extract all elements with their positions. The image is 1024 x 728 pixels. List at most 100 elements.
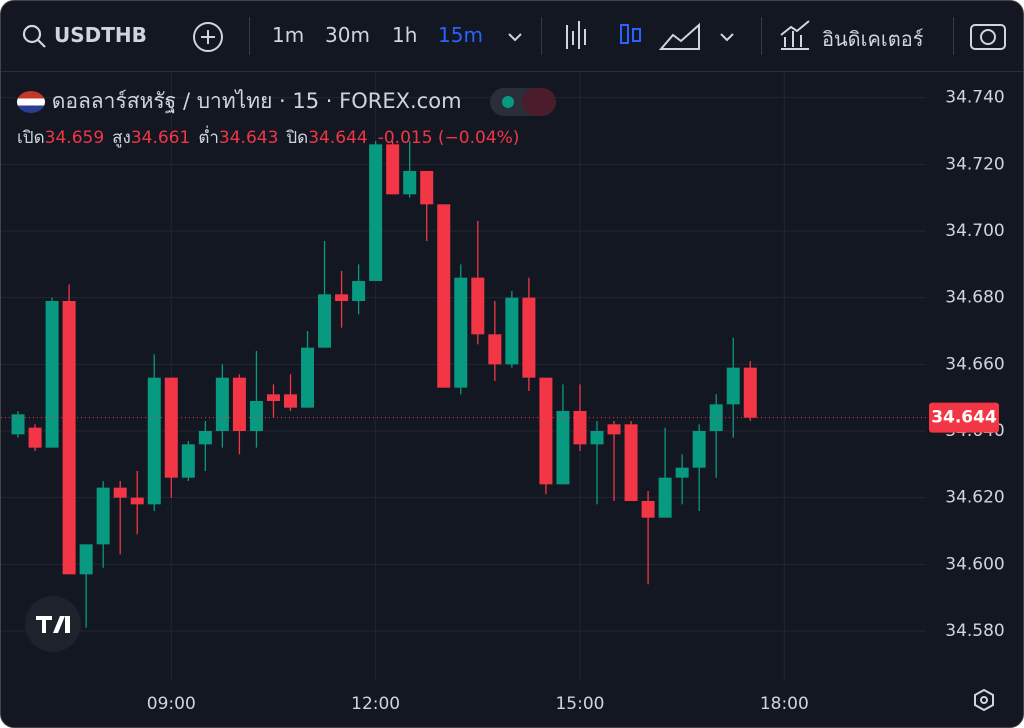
- interval[interactable]: 1m: [272, 23, 305, 47]
- ohlc: เปิด34.659 สูง34.661 ต่ำ34.643 ปิด34.644 -0.…: [17, 124, 519, 151]
- candle-body: [726, 367, 740, 405]
- price-label: 34.644: [931, 408, 997, 428]
- separator: [541, 17, 542, 55]
- search-icon[interactable]: [22, 24, 42, 44]
- candle-body: [522, 297, 536, 378]
- candle-body: [249, 401, 263, 431]
- ohlc-value: 34.643: [218, 128, 279, 148]
- change: -0.015 (−0.04%): [377, 128, 520, 148]
- candle-body: [505, 297, 519, 365]
- y-tick-label: 34.680: [945, 288, 1004, 308]
- candle-body: [386, 144, 400, 195]
- candle-body: [709, 404, 723, 431]
- candle-body: [164, 377, 178, 478]
- interval[interactable]: 15m: [438, 23, 483, 47]
- candle-body: [471, 277, 485, 335]
- candles-icon[interactable]: [620, 24, 629, 44]
- candle-body: [266, 394, 280, 401]
- y-tick-label: 34.660: [945, 354, 1004, 374]
- separator: [761, 17, 762, 55]
- add-plus: [201, 30, 215, 44]
- logo: [25, 596, 81, 652]
- candle-body: [675, 467, 689, 478]
- candle-body: [215, 377, 229, 431]
- x-tick-label: 12:00: [351, 694, 400, 714]
- series-title: ดอลลาร์สหรัฐ / บาทไทย · 15 · FOREX.com: [51, 89, 462, 113]
- settings-dot: [980, 696, 988, 704]
- ohlc-label: เปิด: [17, 128, 45, 148]
- candle-body: [420, 171, 434, 205]
- camera-icon[interactable]: [970, 24, 1006, 50]
- x-tick-label: 09:00: [147, 694, 196, 714]
- candle-body: [283, 394, 297, 408]
- settings-icon[interactable]: [974, 688, 994, 712]
- candle-body: [488, 334, 502, 365]
- status-pill[interactable]: [490, 88, 557, 116]
- chevron[interactable]: [508, 33, 522, 42]
- candle-body: [743, 367, 757, 418]
- ohlc-value: 34.661: [130, 128, 191, 148]
- candle-body: [301, 347, 315, 408]
- x-tick-label: 15:00: [555, 694, 604, 714]
- y-tick-label: 34.620: [945, 488, 1004, 508]
- interval[interactable]: 1h: [392, 23, 418, 47]
- candle-body: [232, 377, 246, 431]
- toolbar: USDTHB อินดิเคเตอร์ 1m 30m 1h 15m: [1, 1, 1023, 72]
- candle-body: [181, 444, 195, 478]
- ohlc-label: ปิด: [286, 128, 309, 148]
- y-tick-label: 34.720: [945, 154, 1004, 174]
- chevron[interactable]: [720, 33, 734, 42]
- interval[interactable]: 30m: [325, 23, 370, 47]
- candle-body: [454, 277, 468, 388]
- candle-body: [45, 301, 59, 448]
- ohlc-value: 34.644: [308, 128, 368, 148]
- candle-body: [11, 414, 25, 435]
- candle-body: [198, 431, 212, 445]
- candle-body: [556, 411, 570, 485]
- candle-body: [658, 477, 672, 518]
- candle-body: [318, 294, 332, 348]
- candle-body: [403, 171, 417, 195]
- ohlc-label: ต่ำ: [198, 128, 219, 148]
- camera-lens: [980, 29, 996, 45]
- candles-icon-2: [632, 28, 641, 42]
- separator: [249, 17, 250, 55]
- candle-body: [692, 431, 706, 468]
- candle-body: [352, 281, 366, 301]
- candle-body: [573, 411, 587, 445]
- candle-body: [437, 204, 451, 388]
- indicators[interactable]: อินดิเคเตอร์: [822, 27, 924, 51]
- candle-body: [641, 501, 655, 518]
- candle-body: [335, 294, 349, 301]
- area-icon[interactable]: [658, 22, 700, 50]
- indicators-icon[interactable]: [780, 20, 810, 50]
- add-icon[interactable]: [193, 22, 223, 52]
- candle-body: [130, 497, 144, 505]
- separator: [953, 17, 954, 55]
- y-tick-label: 34.740: [945, 88, 1004, 108]
- candle-body: [369, 144, 383, 281]
- candle-body: [96, 487, 110, 545]
- y-tick-label: 34.600: [945, 554, 1004, 574]
- legend: ดอลลาร์สหรัฐ / บาทไทย · 15 · FOREX.com: [17, 85, 557, 118]
- ohlc-label: สูง: [112, 128, 131, 148]
- y-tick-label: 34.700: [945, 221, 1004, 241]
- x-tick-label: 18:00: [760, 694, 809, 714]
- ohlc-value: 34.659: [44, 128, 105, 148]
- candle-body: [539, 377, 553, 485]
- candle-body: [28, 427, 42, 448]
- logo-mark: [36, 616, 70, 633]
- search-handle: [37, 39, 46, 48]
- candle-body: [113, 487, 127, 498]
- candle-body: [147, 377, 161, 505]
- candle-body: [624, 424, 638, 501]
- candle-body: [590, 431, 604, 445]
- price-label-box: [929, 402, 999, 433]
- candle-body: [62, 301, 76, 575]
- toolbar-icons: [22, 20, 1006, 52]
- bars-icon[interactable]: [566, 21, 586, 49]
- symbol[interactable]: USDTHB: [54, 23, 147, 47]
- candle-body: [607, 424, 621, 435]
